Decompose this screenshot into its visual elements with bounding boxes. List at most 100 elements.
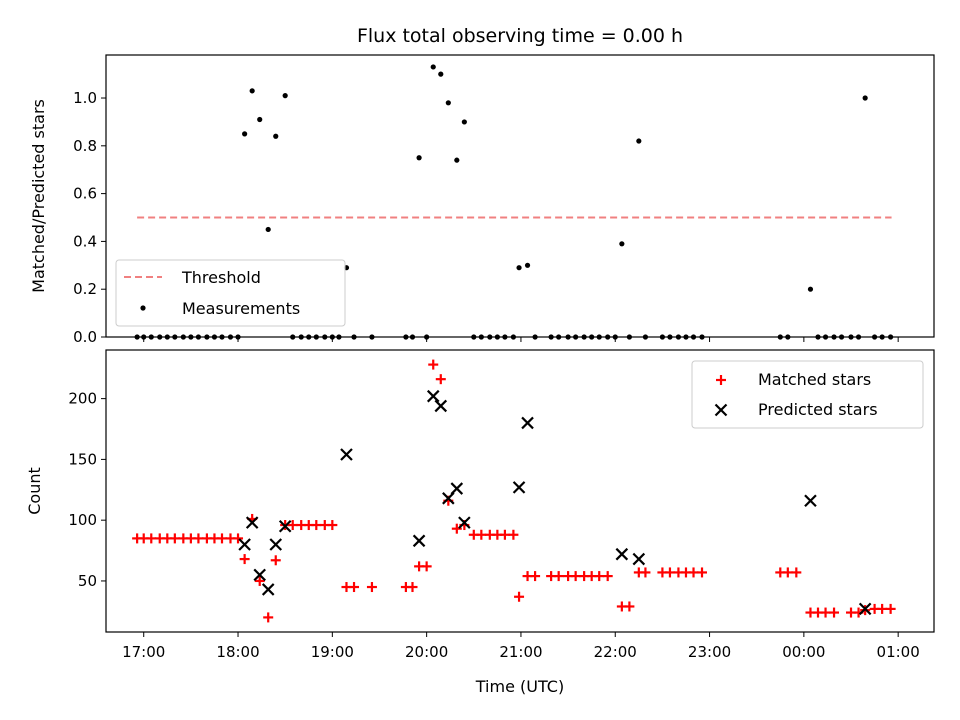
matched-star-point	[263, 612, 274, 623]
matched-star-point	[508, 529, 519, 540]
predicted-star-point-b	[512, 481, 526, 494]
matched-star-point	[499, 529, 510, 540]
ratio-x-ticks	[143, 337, 899, 342]
predicted-star-point	[512, 481, 526, 494]
matched-star-point	[570, 571, 581, 582]
matched-star-point	[791, 567, 802, 578]
ratio-legend-box	[115, 259, 346, 327]
predicted-star-point	[804, 494, 817, 508]
matched-star-point	[624, 601, 635, 612]
measurement-point	[265, 226, 271, 233]
count-y-axis-label: Count	[25, 467, 44, 515]
predicted-star-point-b	[269, 538, 283, 551]
predicted-star-point-b	[434, 399, 448, 413]
predicted-star-point-b	[245, 516, 259, 529]
count-y-ticks: 50 100 150 200	[68, 390, 106, 590]
measurement-point	[249, 88, 255, 94]
predicted-star-point-b	[278, 519, 292, 533]
measurement-point	[282, 93, 288, 99]
matched-legend-marker	[716, 375, 726, 385]
count-x-tick-label: 19:00	[311, 643, 354, 661]
ratio-y-tick-label: 1.0	[73, 89, 97, 107]
matched-legend-swatch	[716, 375, 726, 385]
predicted-star-point	[253, 568, 266, 582]
matched-star-point	[820, 607, 831, 618]
count-marks	[132, 359, 896, 623]
predicted-star-point-b	[450, 482, 464, 495]
count-x-ticks: 17:00 18:00 19:00 20:00 21:00 22:00 23:00 00:00…	[122, 632, 920, 661]
count-x-tick-label: 00:00	[782, 643, 825, 661]
predicted-star-point	[412, 534, 426, 548]
count-y-tick-label: 150	[68, 450, 97, 468]
matched-star-point	[233, 533, 244, 544]
matched-star-point	[476, 529, 487, 540]
matched-star-point	[829, 607, 840, 618]
ratio-panel: 0.0 0.2 0.4 0.6 0.8 1.0 Matched/Predicted sta…	[29, 54, 935, 346]
predicted-star-point-b	[521, 416, 534, 430]
count-x-tick-label: 23:00	[688, 643, 731, 661]
measurement-point	[516, 265, 522, 271]
matched-star-point	[428, 359, 439, 370]
matched-star-point	[530, 571, 541, 582]
matched-star-point	[327, 520, 338, 531]
measurement-point	[524, 262, 531, 268]
matched-legend-label: Matched stars	[758, 370, 871, 389]
ratio-y-tick-label: 0.2	[73, 280, 97, 298]
measurement-point	[862, 95, 868, 101]
measurements-legend-swatch	[140, 305, 146, 311]
predicted-star-point	[245, 516, 259, 529]
predicted-star-point	[632, 552, 646, 566]
matched-star-point	[640, 567, 651, 578]
matched-star-point	[697, 567, 708, 578]
ratio-y-ticks: 0.0 0.2 0.4 0.6 0.8 1.0	[73, 89, 106, 346]
matched-star-point	[366, 582, 377, 593]
predicted-star-point	[278, 519, 292, 533]
measurement-point	[445, 100, 451, 106]
count-y-tick-label: 100	[68, 511, 97, 529]
measurement-point	[416, 155, 422, 161]
matched-star-point	[216, 533, 227, 544]
predicted-star-point	[261, 583, 275, 596]
measurement-point	[438, 71, 444, 77]
measurement-point	[636, 138, 642, 144]
matched-star-point	[602, 571, 613, 582]
matched-star-point	[287, 520, 298, 531]
predicted-star-point-b	[426, 389, 440, 403]
predicted-legend-swatch	[714, 403, 728, 417]
matched-star-point	[514, 591, 525, 602]
matched-star-point	[688, 567, 699, 578]
measurement-point	[242, 131, 248, 137]
predicted-star-point-b	[458, 516, 471, 529]
measurement-point	[807, 286, 814, 292]
matched-star-point	[885, 603, 896, 614]
predicted-star-point-b	[340, 448, 353, 461]
matched-star-point	[451, 523, 462, 534]
matched-star-point	[421, 561, 432, 572]
predicted-legend-label: Predicted stars	[758, 400, 878, 419]
measurement-point	[454, 157, 460, 163]
predicted-star-point-b	[253, 568, 266, 582]
matched-star-point	[146, 533, 157, 544]
predicted-star-point	[426, 389, 440, 403]
count-y-tick-label: 200	[68, 390, 97, 408]
predicted-star-point-b	[412, 534, 426, 548]
predicted-star-point	[450, 482, 464, 495]
ratio-panel-frame	[105, 54, 935, 338]
matched-star-point	[254, 575, 265, 586]
matched-star-point	[169, 533, 180, 544]
predicted-star-point	[434, 399, 448, 413]
count-x-tick-label: 18:00	[216, 643, 259, 661]
matched-star-point	[349, 582, 360, 593]
predicted-star-point	[521, 416, 534, 430]
measurement-point	[619, 241, 625, 247]
count-y-tick-label: 50	[78, 572, 97, 590]
measurement-point	[273, 133, 279, 139]
predicted-star-point	[238, 538, 251, 551]
predicted-star-point	[615, 547, 629, 561]
ratio-y-tick-label: 0.6	[73, 185, 97, 203]
top-chart-title: Flux total observing time = 0.00 h	[357, 25, 683, 47]
ratio-y-tick-label: 0.4	[73, 232, 97, 250]
ratio-y-tick-label: 0.8	[73, 137, 97, 155]
matched-star-point	[877, 603, 888, 614]
